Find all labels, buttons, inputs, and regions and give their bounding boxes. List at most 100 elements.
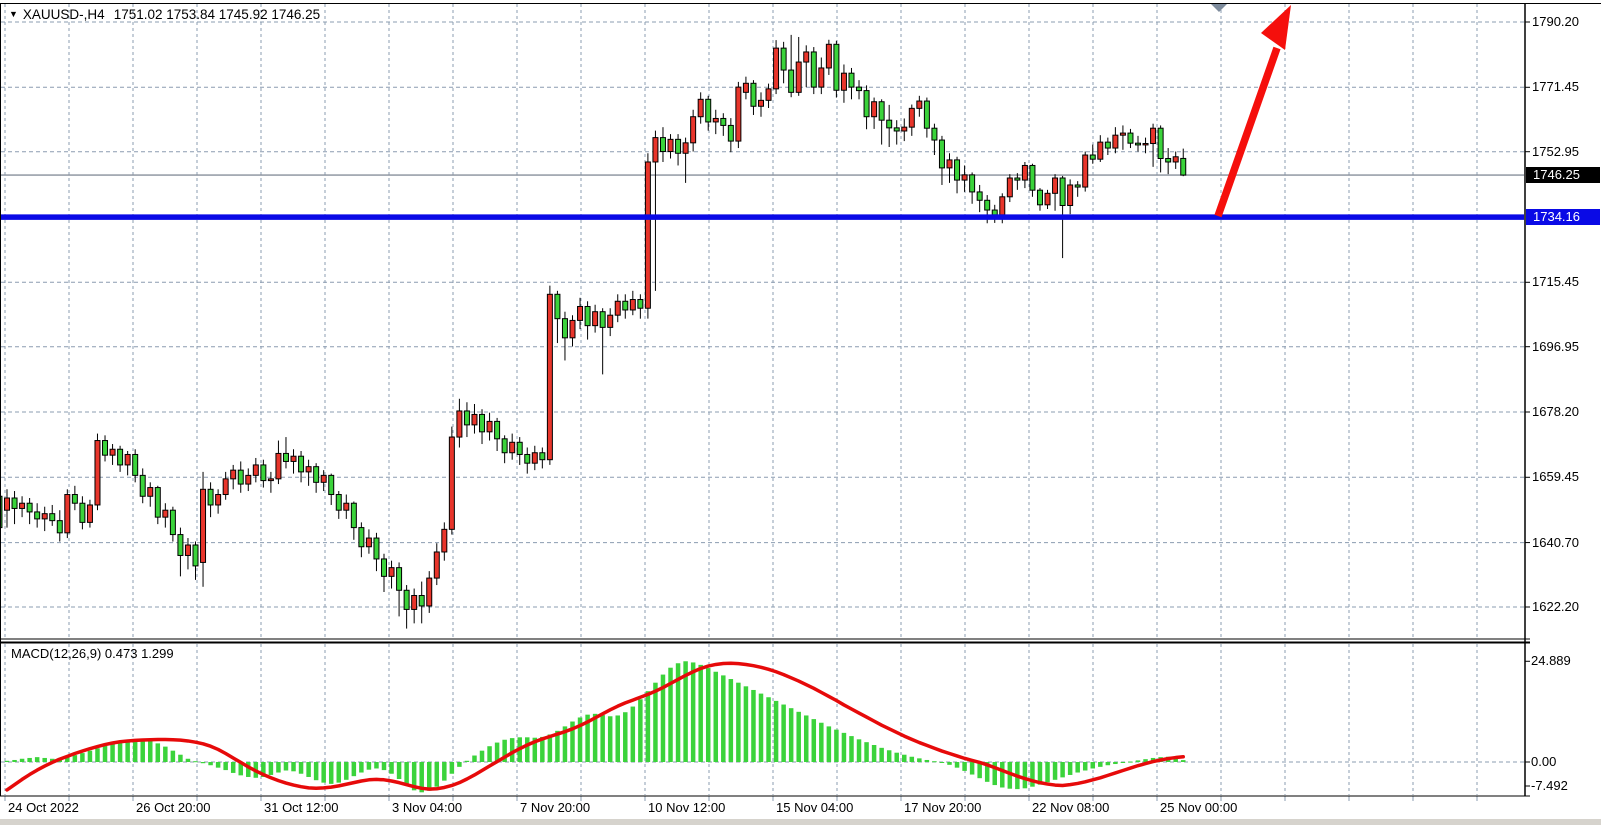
macd-histogram-bar (600, 715, 605, 762)
candle-body (750, 82, 757, 107)
macd-histogram-bar (902, 754, 907, 762)
candle-body (938, 139, 945, 169)
trend-arrow[interactable] (1214, 5, 1291, 218)
candle-body (991, 209, 998, 216)
macd-histogram-bar (607, 716, 613, 762)
candle-body (335, 494, 342, 511)
candle-body (1142, 143, 1149, 146)
macd-histogram-bar (12, 759, 17, 762)
candle-body (758, 99, 764, 107)
candle-body (305, 466, 312, 473)
candle-body (275, 452, 282, 480)
macd-signal-line (5, 661, 1185, 792)
macd-histogram-bar (411, 762, 417, 791)
macd-histogram-bar (562, 726, 568, 762)
candle-body (561, 318, 568, 339)
macd-histogram-bar (1007, 762, 1013, 789)
macd-histogram-bar (811, 719, 817, 762)
candle-body (848, 72, 855, 88)
candle-body (886, 119, 893, 129)
candle-body (931, 127, 938, 141)
candle-body (64, 494, 71, 534)
macd-histogram-bar (675, 663, 681, 762)
macd-histogram-bar (4, 760, 10, 762)
candle-body (659, 137, 666, 153)
candle-body (803, 51, 810, 63)
macd-histogram-bar (215, 762, 221, 768)
macd-histogram-bar (705, 668, 711, 762)
trend-arrow-shaft[interactable] (1214, 46, 1281, 218)
candle-body (1157, 127, 1164, 159)
macd-histogram-bar (894, 752, 899, 762)
candle-body (531, 452, 538, 464)
macd-histogram-bar (969, 762, 975, 775)
macd-histogram-bar (570, 721, 575, 762)
trend-arrow-head[interactable] (1261, 5, 1291, 50)
candle-body (463, 410, 470, 426)
macd-histogram-bar (547, 734, 553, 762)
candle-body (690, 116, 697, 144)
macd-histogram-bar (359, 762, 364, 773)
candle-body (184, 544, 191, 556)
candle-body (667, 138, 674, 153)
macd-histogram-bar (992, 762, 997, 786)
macd-histogram-bar (532, 737, 538, 762)
candle-body (260, 464, 267, 482)
candle-body (177, 534, 184, 556)
candle-body (56, 520, 63, 534)
macd-histogram-bar (721, 675, 726, 762)
candle-body (773, 47, 780, 90)
candle-body (840, 72, 847, 91)
macd-histogram-bar (434, 762, 440, 787)
macd-histogram-bar (630, 706, 636, 762)
candle-body (388, 567, 395, 577)
candle-body (4, 497, 10, 511)
candle-body (456, 410, 463, 438)
candle-body (607, 314, 614, 328)
candle-body (426, 577, 433, 607)
macd-histogram-bar (396, 762, 402, 779)
macd-histogram-bar (72, 755, 78, 762)
candle-body (494, 420, 501, 440)
macd-histogram-bar (1037, 762, 1043, 785)
macd-histogram-bar (1052, 762, 1058, 780)
macd-histogram-bar (163, 746, 168, 762)
candle-body (592, 311, 599, 327)
candle-body (1119, 132, 1126, 136)
shift-marker[interactable] (1211, 4, 1227, 12)
candle-body (267, 478, 274, 482)
candle-body (1036, 189, 1043, 206)
candle-body (524, 453, 531, 464)
candle-body (94, 440, 101, 506)
macd-histogram-bar (1060, 762, 1065, 778)
candle-body (818, 67, 825, 88)
candle-body (1127, 132, 1134, 144)
macd-signal-line (5, 661, 1185, 792)
candle-body (1029, 164, 1036, 191)
candle-body (19, 502, 26, 509)
macd-histogram-bar (1045, 762, 1050, 783)
macd-histogram-bar (366, 762, 372, 770)
candle-body (516, 441, 523, 455)
candle-body (712, 117, 719, 123)
candle-body (863, 90, 870, 118)
candle-body (795, 61, 802, 93)
candle-body (343, 502, 350, 511)
macd-histogram-bar (1090, 762, 1096, 769)
macd-histogram-bar (125, 739, 130, 762)
macd-histogram-bar (781, 704, 786, 762)
candle-body (433, 551, 440, 579)
candle-body (810, 51, 817, 88)
candle-body (207, 488, 214, 506)
macd-histogram-bar (585, 714, 590, 762)
macd-histogram-bar (841, 732, 847, 762)
candle-body (675, 138, 682, 154)
shift-marker-icon[interactable] (1211, 4, 1227, 12)
candle-body (86, 504, 93, 523)
candle-body (222, 478, 229, 496)
macd-histogram-bar (351, 762, 357, 777)
window-bottom-strip (0, 819, 1601, 825)
candle-body (396, 567, 403, 591)
candle-body (41, 513, 48, 520)
